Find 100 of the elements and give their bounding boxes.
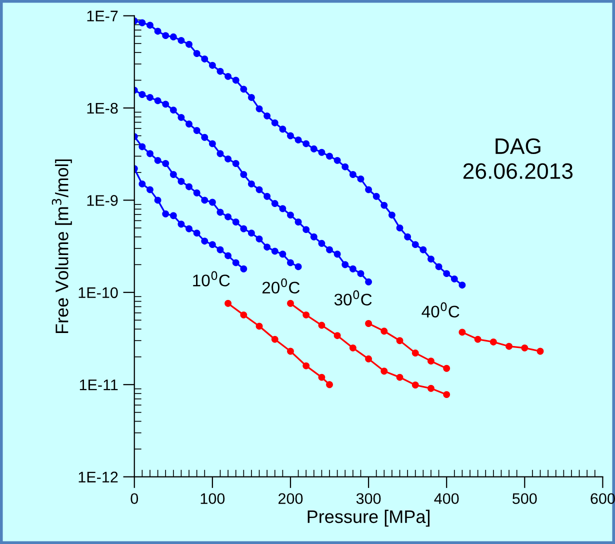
point [458,328,466,336]
point [240,171,248,178]
point [279,205,286,212]
point [240,265,248,272]
point [186,183,192,190]
point [420,246,427,254]
point [287,259,294,266]
point [248,230,255,237]
point [138,180,146,188]
point [294,263,302,270]
point [443,364,450,372]
point [318,148,326,156]
point [170,33,177,40]
point [342,163,349,170]
annotation: 30$^{0}$C [334,290,372,306]
point [271,200,278,208]
point [372,192,380,200]
point [178,36,185,44]
point [365,186,372,194]
point [287,348,294,355]
point [264,192,271,200]
point [224,300,232,307]
point [216,246,224,254]
point [170,171,177,178]
point [357,270,364,278]
point [208,62,216,69]
point [178,178,185,185]
point [506,342,513,350]
point [271,119,278,126]
point [349,265,356,272]
point [201,238,208,245]
point [294,136,302,144]
point [318,322,326,329]
point [365,320,372,327]
annotation: 26.06.2013 [463,163,573,179]
point [186,225,192,232]
point [193,189,200,196]
point [146,150,154,158]
point [170,212,177,220]
point [146,22,154,29]
point [396,374,404,381]
point [240,225,248,232]
point [178,114,185,121]
point [365,355,372,362]
y-tick-label: 1E-10 [78,287,118,298]
point [154,28,162,35]
y-tick-label: 1E-7 [87,10,118,22]
point [193,230,200,237]
point [162,32,170,40]
point [248,180,255,188]
annotation: 10$^{0}$C [193,271,230,286]
point [154,97,162,104]
point [334,250,341,258]
point [380,202,388,209]
point [256,235,263,242]
point [380,328,388,335]
point [302,311,310,318]
point [240,86,248,93]
point [302,140,310,148]
point [318,374,326,381]
point [146,186,154,194]
point [193,127,200,134]
point [232,218,240,226]
y-tick-label: 1E-8 [87,102,118,114]
point [326,246,333,254]
point [186,120,192,128]
y-tick-label: 1E-9 [87,195,118,206]
point [365,278,372,286]
x-tick-label: 0 [130,493,138,504]
point [349,171,356,178]
point [334,156,341,164]
point [287,212,294,219]
point [326,381,333,388]
point [310,145,318,152]
y-tick-label: 1E-12 [78,472,118,482]
point [443,270,450,278]
point [443,391,450,398]
x-tick-label: 100 [200,493,225,504]
point [162,100,170,108]
point [154,156,162,164]
point [146,94,154,101]
point [388,212,396,219]
x-tick-label: 600 [590,493,615,504]
point [349,344,356,352]
point [138,19,146,26]
point [224,213,232,220]
point [412,241,419,248]
point [248,94,255,101]
point [450,275,458,282]
point [162,160,170,167]
point [256,322,263,330]
point [216,68,224,75]
annotation: 20$^{0}$C [262,278,300,294]
point [279,250,286,258]
point [279,126,286,133]
x-tick-label: 200 [278,493,303,504]
point [318,240,326,247]
point [271,248,278,255]
point [521,344,528,352]
point [428,358,434,365]
